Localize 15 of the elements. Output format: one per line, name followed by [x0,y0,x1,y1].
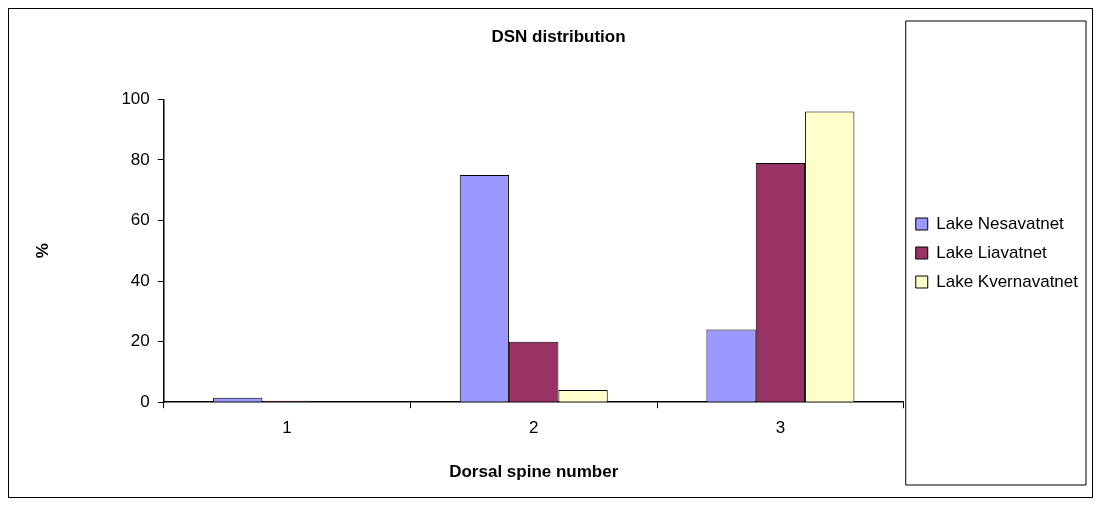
y-axis-title: % [32,243,52,259]
y-tick-label: 80 [130,149,150,169]
y-tick-label: 100 [121,89,150,109]
y-tick-label: 20 [130,331,150,351]
x-tick-label: 3 [775,418,786,438]
legend-label: Lake Kvernavatnet [936,271,1079,291]
x-tick-label: 1 [282,418,292,438]
y-tick-label: 60 [130,210,150,230]
chart-title: DSN distribution [491,26,626,46]
y-tick-label: 40 [130,270,150,290]
y-tick-label: 0 [140,391,150,411]
legend-label: Lake Liavatnet [936,242,1048,262]
x-tick-label: 2 [529,418,539,438]
x-axis-title: Dorsal spine number [449,462,619,482]
legend-label: Lake Nesavatnet [936,213,1065,233]
